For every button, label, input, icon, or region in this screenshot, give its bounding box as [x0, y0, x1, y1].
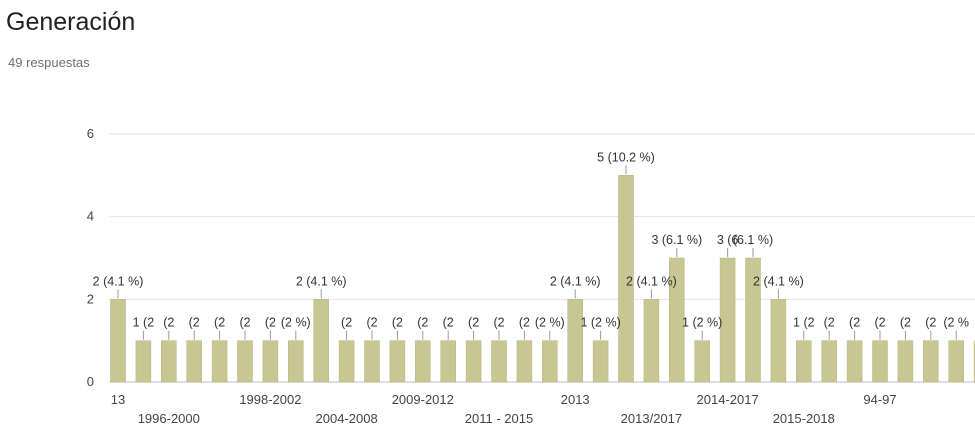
x-tick-label: 1998-2002	[239, 392, 301, 407]
x-tick-label: 2013	[561, 392, 590, 407]
y-tick-label: 0	[87, 374, 94, 389]
bar	[618, 175, 634, 383]
data-label: (2	[417, 316, 428, 330]
data-label: 1 (2 %)	[682, 316, 722, 330]
x-tick-label: 13	[111, 392, 125, 407]
data-label: (2	[265, 316, 276, 330]
bar	[491, 340, 507, 383]
bar	[821, 340, 837, 383]
bar	[211, 340, 228, 383]
data-label: 2 (4.1 %)	[626, 274, 677, 288]
data-label: 1 (2 %)	[580, 316, 620, 330]
data-label: 3 (6.1 %)	[651, 233, 702, 247]
data-label: 2 (4.1 %)	[753, 274, 804, 288]
bar	[592, 340, 609, 383]
bar	[288, 340, 304, 383]
data-label: (2	[824, 316, 835, 330]
data-label: (2 %	[943, 316, 969, 330]
bar	[770, 299, 787, 383]
x-tick-label: 94-97	[863, 392, 896, 407]
bar	[161, 340, 177, 383]
bar	[719, 257, 736, 383]
bar	[948, 340, 964, 383]
response-count: 49 respuestas	[8, 55, 90, 70]
bar	[364, 340, 380, 383]
bar	[186, 340, 202, 383]
data-label: 1 (2	[133, 316, 155, 330]
data-label: (6.1 %)	[733, 233, 773, 247]
data-label: (2	[900, 316, 911, 330]
bar	[389, 340, 406, 383]
bar	[338, 340, 355, 383]
x-tick-label: 1996-2000	[138, 411, 200, 426]
x-tick-label: 2015-2018	[773, 411, 835, 426]
bar	[897, 340, 914, 383]
data-label: 2 (4.1 %)	[296, 274, 347, 288]
bar	[694, 340, 710, 383]
x-tick-label: 2004-2008	[316, 411, 378, 426]
bar	[237, 340, 253, 383]
y-tick-label: 2	[87, 291, 94, 306]
bar	[542, 340, 558, 383]
data-label: 2 (4.1 %)	[93, 274, 144, 288]
bar	[415, 340, 431, 383]
bar	[110, 299, 126, 383]
data-label: (2	[214, 316, 225, 330]
bar	[923, 340, 939, 383]
data-label: (2	[163, 316, 174, 330]
y-tick-label: 4	[87, 209, 94, 224]
data-label: (2	[341, 316, 352, 330]
data-label: (2 %)	[281, 316, 311, 330]
bar	[516, 340, 533, 383]
bar	[135, 340, 152, 383]
data-label: (2	[468, 316, 479, 330]
bar	[872, 340, 888, 383]
bar	[465, 340, 482, 383]
bar	[313, 299, 329, 383]
data-label: (2	[392, 316, 403, 330]
data-label: (2	[849, 316, 860, 330]
data-label: (2	[443, 316, 454, 330]
data-label: (2 %)	[535, 316, 565, 330]
data-label: 3 (6	[717, 233, 739, 247]
data-label: 1 (2	[793, 316, 815, 330]
data-label: (2	[519, 316, 530, 330]
data-label: (2	[925, 316, 936, 330]
x-tick-label: 2009-2012	[392, 392, 454, 407]
x-tick-label: 2011 - 2015	[465, 411, 533, 426]
bar	[262, 340, 279, 383]
bar	[440, 340, 456, 383]
data-label: (2	[239, 316, 250, 330]
y-tick-label: 6	[87, 126, 94, 141]
data-label: 2 (4.1 %)	[550, 274, 601, 288]
x-tick-label: 2014-2017	[697, 392, 759, 407]
bar	[643, 299, 660, 383]
bar	[745, 257, 761, 383]
data-label: (2	[874, 316, 885, 330]
data-label: (2	[366, 316, 377, 330]
bar	[669, 257, 685, 383]
x-tick-label: 2013/2017	[621, 411, 682, 426]
data-label: 5 (10.2 %)	[597, 150, 655, 164]
chart-title: Generación	[6, 8, 136, 36]
bar	[846, 340, 863, 383]
bar	[567, 299, 583, 383]
data-label: (2	[189, 316, 200, 330]
bar	[796, 340, 812, 383]
data-label: (2	[493, 316, 504, 330]
